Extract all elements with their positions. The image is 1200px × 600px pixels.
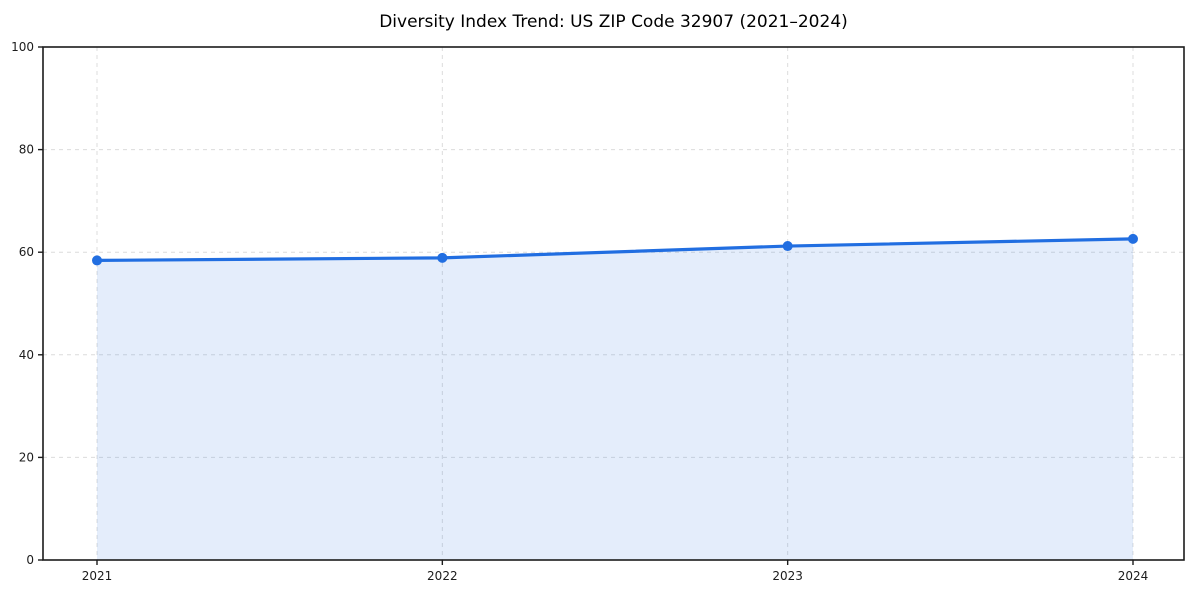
chart-title: Diversity Index Trend: US ZIP Code 32907… xyxy=(379,12,848,32)
x-tick-label-2021: 2021 xyxy=(82,569,113,583)
x-tick-label-2022: 2022 xyxy=(427,569,458,583)
y-tick-label-0: 0 xyxy=(26,553,34,567)
data-point-2022 xyxy=(437,252,448,263)
data-point-2023 xyxy=(782,241,793,252)
area-fill xyxy=(97,238,1133,560)
y-tick-label-20: 20 xyxy=(19,450,34,464)
y-tick-label-40: 40 xyxy=(19,348,34,362)
data-point-2021 xyxy=(92,255,102,266)
y-tick-label-80: 80 xyxy=(19,143,34,157)
x-tick-label-2023: 2023 xyxy=(772,569,803,583)
plot-box xyxy=(42,46,1185,561)
x-tick-label-2024: 2024 xyxy=(1118,569,1149,583)
y-tick-label-60: 60 xyxy=(19,245,34,259)
series-line-diversity-index xyxy=(95,237,1135,263)
y-tick-label-100: 100 xyxy=(11,40,34,54)
data-point-2024 xyxy=(1128,233,1138,244)
